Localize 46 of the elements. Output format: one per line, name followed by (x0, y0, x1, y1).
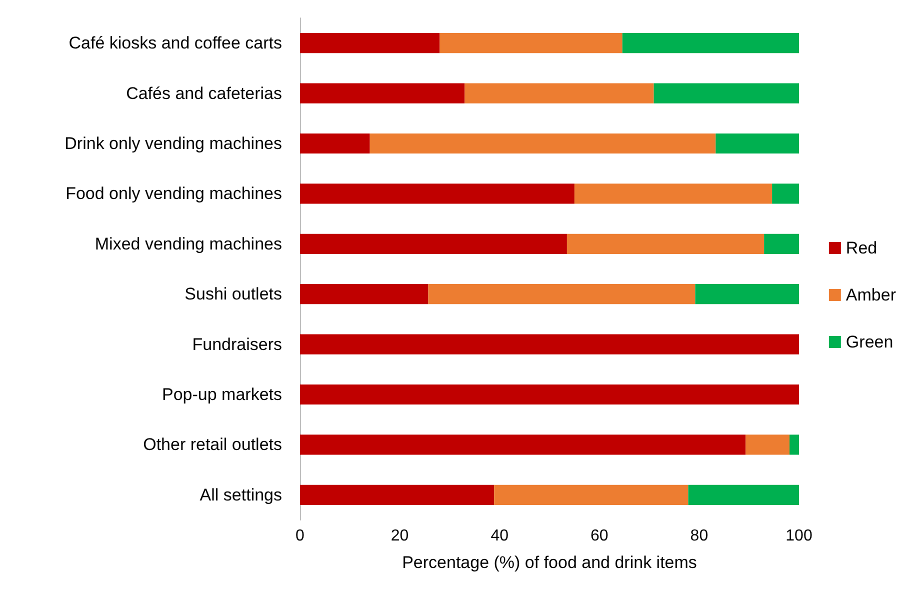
bar (688, 484, 799, 505)
bar (370, 133, 716, 154)
y-tick-label: Mixed vending machines (94, 234, 282, 254)
y-tick-label: Café kiosks and coffee carts (68, 34, 282, 53)
bar (764, 234, 799, 254)
bar (622, 33, 799, 54)
y-tick-label: Food only vending machines (66, 184, 282, 204)
bar (440, 33, 622, 54)
bar (790, 434, 799, 455)
x-tick-label: 60 (590, 528, 608, 544)
y-tick-label: Sushi outlets (184, 284, 282, 304)
y-tick-label: Other retail outlets (143, 435, 282, 454)
bar (300, 234, 567, 254)
bar (716, 133, 799, 154)
y-tick-label: Drink only vending machines (64, 134, 282, 153)
bar (695, 284, 799, 304)
bar (300, 284, 428, 304)
bar (746, 434, 790, 455)
bar (566, 234, 764, 254)
x-axis-title: Percentage (%) of food and drink items (402, 553, 697, 572)
bar (654, 83, 799, 104)
y-tick-label: Pop-up markets (162, 385, 282, 404)
bar (300, 434, 746, 455)
legend-label: Green (846, 332, 894, 352)
x-tick-label: 100 (786, 528, 812, 544)
bar (300, 83, 465, 104)
bar (300, 484, 494, 505)
y-tick-label: All settings (200, 485, 282, 504)
bar (428, 284, 696, 304)
bar (300, 33, 440, 54)
bar (300, 133, 370, 154)
bar (772, 184, 799, 204)
bar (494, 484, 688, 505)
legend-label: Red (846, 238, 878, 258)
bar (464, 83, 654, 104)
x-tick-label: 80 (690, 528, 708, 544)
x-tick-label: 0 (296, 528, 305, 544)
y-tick-label: Fundraisers (192, 334, 282, 354)
legend-label: Amber (846, 286, 896, 304)
bar (574, 184, 772, 204)
x-tick-label: 40 (490, 528, 509, 544)
y-tick-label: Cafés and cafeterias (126, 84, 282, 103)
bar (300, 384, 799, 405)
bar (300, 184, 574, 204)
x-tick-label: 20 (390, 528, 409, 544)
bar (300, 334, 799, 354)
